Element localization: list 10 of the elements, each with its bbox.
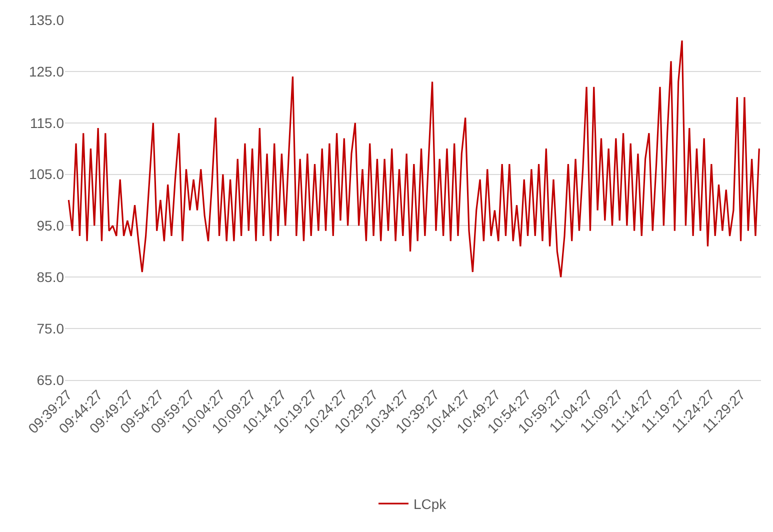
y-tick-label: 95.0 bbox=[36, 218, 64, 234]
y-tick-label: 115.0 bbox=[30, 114, 64, 131]
line-series bbox=[68, 40, 760, 278]
y-tick-label: 75.0 bbox=[36, 320, 64, 336]
legend-label: LCpk bbox=[414, 496, 448, 512]
y-tick-label: 125.0 bbox=[28, 63, 64, 80]
y-tick-label: 85.0 bbox=[36, 269, 64, 286]
y-tick-label: 105.0 bbox=[28, 166, 64, 182]
y-tick-label: 65.0 bbox=[36, 372, 64, 388]
y-tick-label: 135.0 bbox=[28, 12, 64, 28]
